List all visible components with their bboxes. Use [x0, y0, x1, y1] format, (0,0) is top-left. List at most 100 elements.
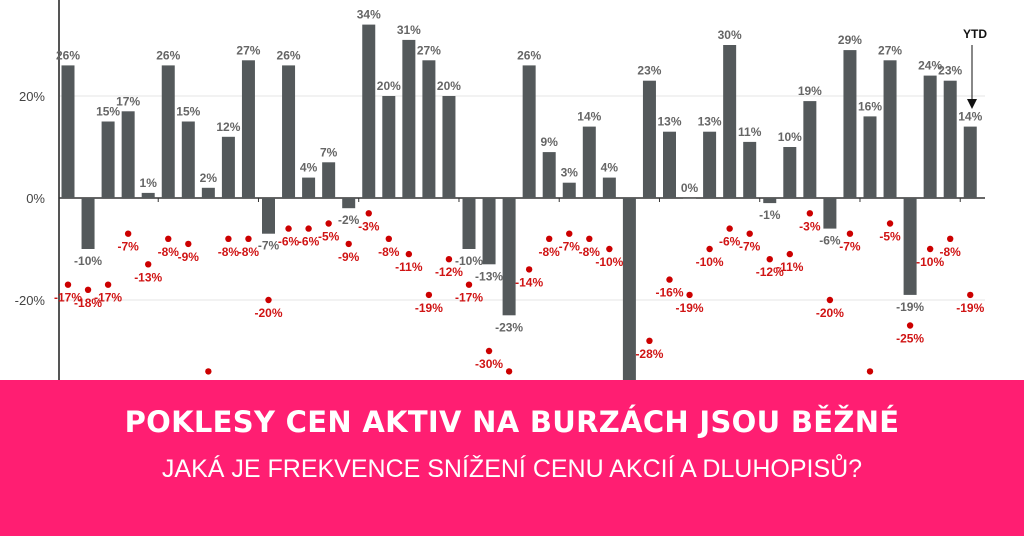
bar-1989	[241, 60, 255, 198]
decline-label-1996: -8%	[378, 245, 400, 259]
decline-dot-2011	[686, 291, 693, 299]
bar-label-1998: 27%	[417, 43, 441, 57]
bar-label-1984: 1%	[140, 176, 158, 190]
decline-dot-2021	[886, 220, 894, 227]
bar-label-1994: -2%	[338, 213, 360, 227]
bar-1997	[402, 39, 416, 199]
decline-dot-2006	[586, 235, 593, 242]
decline-label-1980: -17%	[54, 291, 82, 305]
bar-label-2020: 16%	[858, 99, 882, 113]
bar-2001	[482, 198, 496, 265]
decline-dot-1996	[385, 235, 392, 242]
bar-label-1983: 17%	[116, 94, 140, 108]
decline-label-2021: -5%	[879, 230, 901, 244]
decline-dot-2002	[505, 368, 513, 375]
y-tick-label: -20%	[15, 293, 46, 308]
bar-label-2012: 13%	[698, 115, 722, 129]
bar-2020	[863, 116, 877, 198]
decline-dot-1995	[365, 210, 372, 217]
decline-dot-2014	[746, 230, 753, 237]
bar-label-1992: 4%	[300, 161, 318, 175]
decline-label-2014: -7%	[739, 240, 761, 254]
bar-2014	[743, 141, 757, 198]
decline-dot-2007	[606, 245, 613, 253]
decline-label-2010: -16%	[655, 286, 683, 300]
bar-label-2024: 23%	[938, 64, 962, 78]
decline-label-2016: -11%	[776, 260, 804, 274]
decline-dot-1994	[345, 240, 352, 248]
decline-label-2015: -12%	[756, 265, 784, 279]
decline-label-1983: -7%	[117, 240, 139, 254]
decline-label-1993: -5%	[318, 230, 340, 244]
banner-subtitle: JAKÁ JE FREKVENCE SNÍŽENÍ CENU AKCIÍ A D…	[161, 455, 863, 483]
decline-label-2019: -7%	[839, 240, 861, 254]
decline-dot-2019	[846, 230, 854, 237]
decline-dot-1986	[185, 240, 192, 248]
bar-label-1987: 2%	[200, 171, 218, 185]
decline-dot-1993	[325, 220, 332, 227]
title-banner: POKLESY CEN AKTIV NA BURZÁCH JSOU BĚŽNÉ …	[0, 380, 1024, 536]
bar-2005	[562, 182, 576, 198]
decline-label-1981: -18%	[74, 296, 102, 310]
decline-dot-2000	[465, 281, 473, 288]
bar-2008	[622, 198, 636, 380]
decline-label-1994: -9%	[338, 250, 360, 264]
decline-dot-2016	[786, 250, 793, 258]
bar-1985	[161, 65, 175, 199]
bar-1984	[141, 192, 155, 198]
bar-label-2014: 11%	[738, 125, 762, 139]
bar-2022	[903, 198, 917, 295]
bar-label-1990: -7%	[258, 239, 280, 253]
decline-label-2012: -10%	[696, 255, 724, 269]
decline-dot-2010	[666, 276, 673, 283]
decline-label-1987: -34%	[194, 377, 222, 380]
bar-1993	[322, 162, 336, 198]
decline-label-2002: -34%	[495, 377, 523, 380]
bar-label-2010: 13%	[657, 115, 681, 129]
decline-label-2003: -14%	[515, 275, 543, 289]
decline-label-2006: -8%	[579, 245, 601, 259]
bar-2013	[723, 45, 737, 198]
bar-series: 26%-10%15%17%1%26%15%2%12%27%-7%26%4%7%-…	[56, 8, 983, 380]
decline-label-1986: -9%	[178, 250, 200, 264]
ytd-arrow-icon	[967, 99, 977, 109]
bar-label-1997: 31%	[397, 23, 421, 37]
bar-2007	[602, 177, 616, 198]
decline-dot-1990	[265, 296, 272, 304]
decline-label-2013: -6%	[719, 235, 741, 249]
bar-label-1999: 20%	[437, 79, 461, 93]
bar-1986	[181, 121, 195, 198]
bar-1994	[342, 198, 356, 209]
decline-label-2000: -17%	[455, 291, 483, 305]
decline-dot-1982	[104, 281, 112, 288]
bar-label-2019: 29%	[838, 33, 862, 47]
decline-label-2001: -30%	[475, 357, 503, 371]
bar-1988	[221, 136, 235, 198]
bar-2017	[803, 101, 817, 198]
bar-2009	[642, 80, 656, 198]
decline-dot-1997	[405, 250, 413, 258]
decline-dot-2025	[967, 291, 974, 299]
decline-label-2020: -34%	[856, 377, 884, 380]
decline-dot-2004	[546, 235, 553, 242]
decline-label-2005: -7%	[559, 240, 581, 254]
returns-chart: 20%0%-20% 26%-10%15%17%1%26%15%2%12%27%-…	[15, 0, 987, 380]
bar-2024	[943, 80, 957, 198]
bar-1995	[362, 24, 376, 198]
bar-label-2015: -1%	[759, 208, 781, 222]
decline-dot-2024	[947, 235, 954, 242]
bar-label-2022: -19%	[896, 300, 924, 314]
decline-label-2025: -19%	[956, 301, 984, 315]
decline-dot-2020	[866, 368, 874, 375]
decline-label-2022: -25%	[896, 332, 924, 346]
bar-label-2021: 27%	[878, 43, 902, 57]
bar-label-2017: 19%	[798, 84, 822, 98]
decline-dot-1984	[145, 261, 152, 268]
decline-dot-1989	[245, 235, 252, 242]
decline-label-1989: -8%	[238, 245, 260, 259]
bar-label-1996: 20%	[377, 79, 401, 93]
ytd-label: YTD	[963, 27, 987, 41]
decline-series: -17%-18%-17%-7%-13%-8%-9%-34%-8%-8%-20%-…	[54, 210, 985, 380]
decline-dot-1999	[445, 256, 453, 263]
bar-1987	[201, 187, 215, 198]
